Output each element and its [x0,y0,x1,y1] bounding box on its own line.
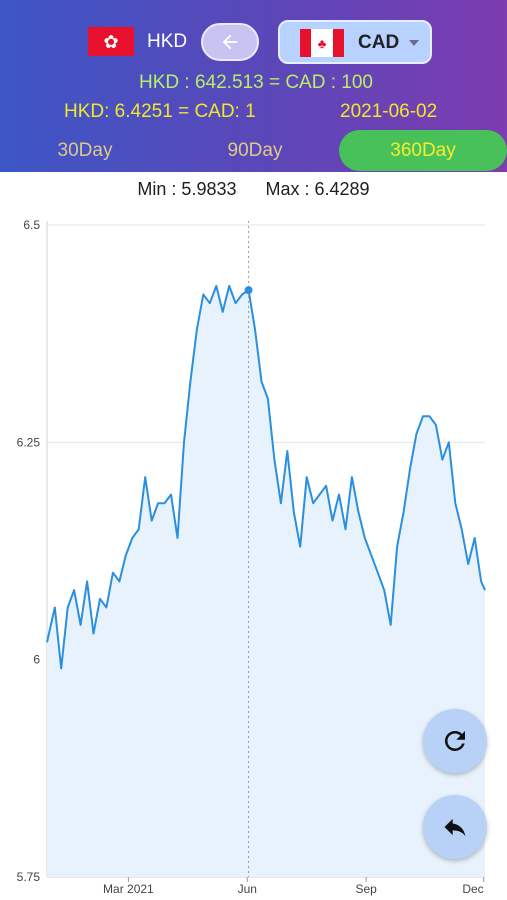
x-tick-label: Dec [462,882,483,896]
target-currency-select[interactable]: ♣ CAD [278,20,432,64]
x-tick-label: Jun [238,882,257,896]
min-max-summary: Min : 5.9833 Max : 6.4289 [0,179,507,200]
y-tick-label: 6.5 [23,218,40,232]
min-value: Min : 5.9833 [137,179,237,199]
highlight-point [244,286,253,295]
tab-90day[interactable]: 90Day [227,139,283,161]
max-value: Max : 6.4289 [265,179,370,199]
base-currency-code[interactable]: HKD [147,31,188,52]
reply-arrow-icon [444,818,466,837]
swap-currency-button[interactable] [201,23,259,61]
target-currency-code: CAD [358,32,400,53]
hong-kong-flag-icon[interactable]: ✿ [88,27,134,56]
y-tick-label: 6.25 [17,435,41,449]
tab-30day[interactable]: 30Day [57,139,113,161]
back-button[interactable] [423,795,487,859]
x-tick-label: Sep [355,882,377,896]
arrow-left-icon [222,34,238,50]
rate-per-100: HKD : 642.513 = CAD : 100 [139,72,373,93]
canada-flag-icon: ♣ [300,29,344,57]
currency-header: ✿ HKD ♣ CAD HKD : 642.513 = CAD : 100 HK… [0,0,507,172]
y-tick-label: 5.75 [17,870,41,884]
tab-360day[interactable]: 360Day [339,130,507,171]
series-area [47,285,485,877]
exchange-rate-chart[interactable]: 5.75 6 6.25 6.5 Mar 2021 Jun Sep Dec [0,205,507,900]
chevron-down-icon [409,40,419,46]
rate-per-1: HKD: 6.4251 = CAD: 1 [64,101,256,122]
series-line [46,284,486,670]
x-tick-label: Mar 2021 [103,882,154,896]
y-tick-label: 6 [33,653,40,667]
refresh-icon [444,731,465,751]
refresh-button[interactable] [423,709,487,773]
rate-date: 2021-06-02 [340,101,438,122]
